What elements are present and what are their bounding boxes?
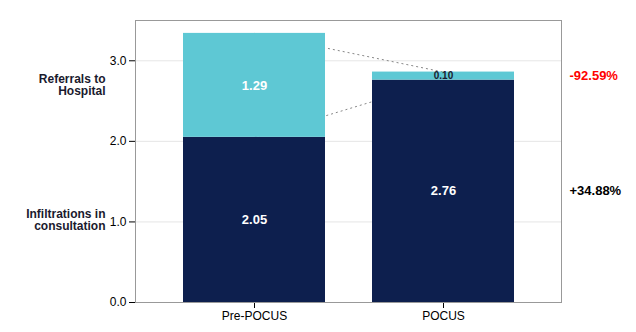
svg-text:Pre-POCUS: Pre-POCUS	[222, 309, 287, 323]
svg-text:2.76: 2.76	[431, 183, 456, 198]
svg-text:POCUS: POCUS	[422, 309, 465, 323]
svg-text:1.29: 1.29	[242, 78, 267, 93]
svg-text:3.0: 3.0	[110, 54, 127, 68]
svg-text:Infiltrations inconsultation: Infiltrations inconsultation	[26, 207, 105, 233]
svg-text:2.05: 2.05	[242, 212, 267, 227]
svg-text:Referrals toHospital: Referrals toHospital	[39, 72, 106, 98]
svg-text:0.10: 0.10	[434, 70, 454, 81]
svg-text:-92.59%: -92.59%	[570, 68, 619, 83]
svg-text:1.0: 1.0	[110, 215, 127, 229]
svg-text:0.0: 0.0	[110, 295, 127, 309]
svg-text:+34.88%: +34.88%	[570, 183, 622, 198]
svg-text:2.0: 2.0	[110, 134, 127, 148]
